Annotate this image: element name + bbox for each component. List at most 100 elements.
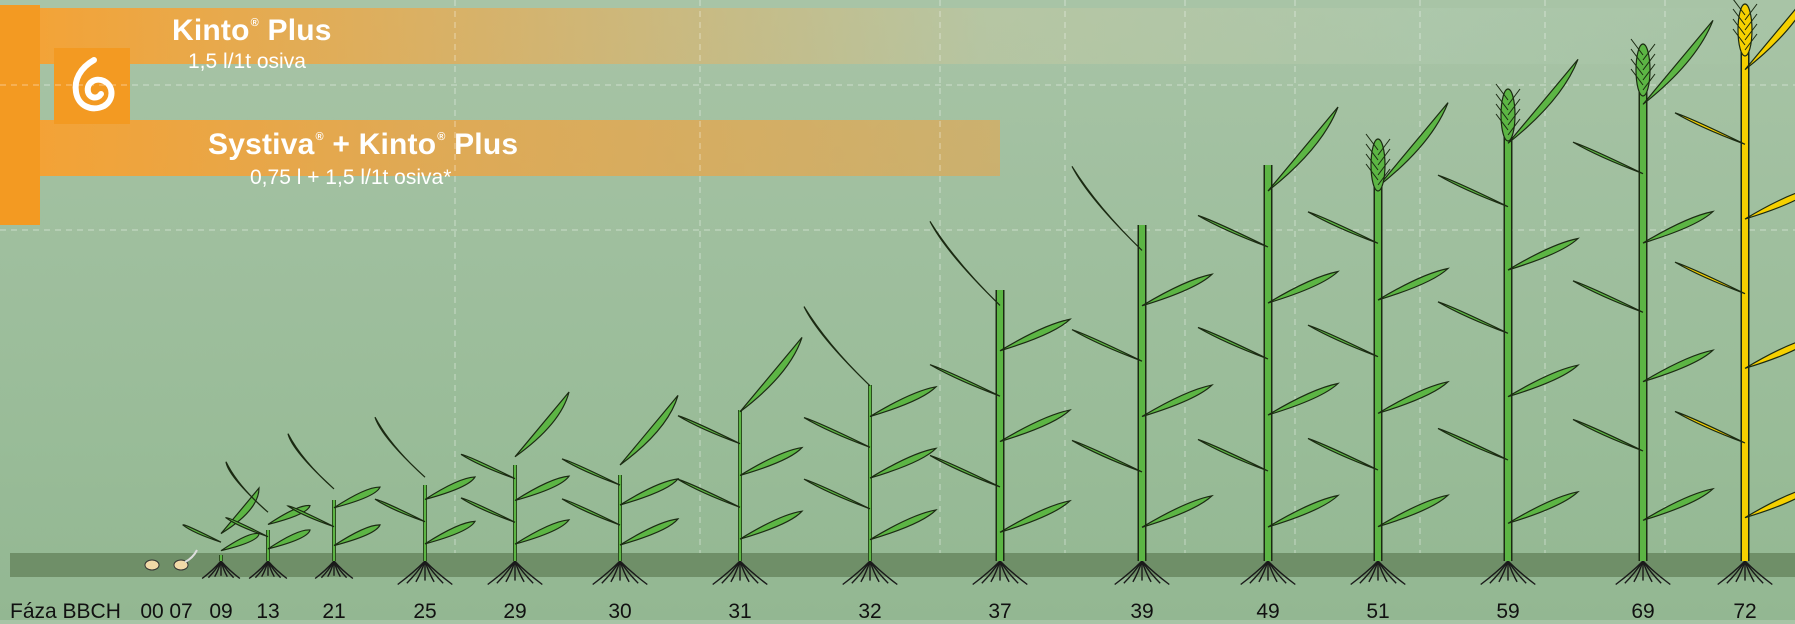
leaf-51-0 [1377, 494, 1450, 528]
leaf-30-4 [619, 395, 679, 466]
awn-69-6 [1630, 68, 1644, 86]
brand-logo [54, 48, 130, 124]
leaf-72-6 [1744, 8, 1795, 71]
stage-label-00: 00 [140, 600, 164, 623]
awn-51-7 [1377, 168, 1391, 186]
awn-59-3 [1507, 98, 1521, 116]
leaf-37-1 [929, 454, 1001, 488]
leaf-09-2 [220, 486, 260, 535]
awn-72-7 [1744, 33, 1758, 51]
product-1-title: Kinto® Plus [172, 14, 332, 47]
swirl-logo-icon [72, 57, 115, 112]
leaf-39-2 [1141, 384, 1214, 418]
stage-label-39: 39 [1130, 600, 1154, 623]
stage-label-72: 72 [1733, 600, 1757, 623]
leaf-37-4 [999, 318, 1072, 352]
stage-label-30: 30 [608, 600, 632, 623]
leaf-32-3 [803, 417, 871, 448]
leaf-25-1 [374, 498, 426, 523]
awn-59-2 [1495, 93, 1509, 111]
leaf-51-4 [1377, 267, 1450, 301]
leaf-49-3 [1197, 326, 1269, 360]
leaf-72-3 [1674, 261, 1746, 295]
awn-59-5 [1507, 108, 1521, 126]
awn-72-6 [1732, 28, 1746, 46]
stage-label-59: 59 [1496, 600, 1520, 623]
awn-69-7 [1642, 73, 1656, 91]
leaf-25-2 [424, 476, 477, 501]
leaf-72-4 [1744, 192, 1795, 220]
leaf-21-2 [333, 486, 381, 509]
leaf-39-4 [1141, 273, 1214, 307]
product-2-title: Systiva® + Kinto® Plus [208, 128, 519, 161]
stage-label-32: 32 [858, 600, 882, 623]
awn-69-0 [1630, 38, 1644, 56]
leaf-25-3 [374, 416, 426, 478]
leaf-29-2 [514, 475, 571, 502]
leaf-59-5 [1437, 174, 1509, 208]
leaf-39-0 [1141, 494, 1214, 528]
awn-59-4 [1495, 103, 1509, 121]
root-9-6 [869, 560, 898, 586]
root-11-6 [1141, 560, 1170, 586]
leaf-51-1 [1307, 437, 1379, 471]
leaf-32-2 [869, 447, 938, 479]
leaf-72-0 [1744, 491, 1795, 519]
leaf-25-0 [424, 520, 477, 545]
leaf-32-4 [869, 385, 938, 418]
awn-51-6 [1365, 163, 1379, 181]
leaf-21-1 [286, 505, 335, 528]
leaf-72-2 [1744, 342, 1795, 369]
leaf-37-3 [929, 364, 1001, 397]
leaf-51-6 [1377, 102, 1449, 188]
root-7-6 [619, 560, 648, 586]
leaf-59-6 [1507, 58, 1579, 144]
product-2-dose: 0,75 l + 1,5 l/1t osiva* [250, 166, 452, 189]
leaf-69-0 [1642, 487, 1715, 521]
stage-label-25: 25 [413, 600, 437, 623]
leaf-39-1 [1071, 439, 1143, 473]
stage-label-07: 07 [169, 600, 193, 623]
leaf-51-3 [1307, 324, 1379, 358]
awn-72-3 [1744, 13, 1758, 31]
stage-label-49: 49 [1256, 600, 1280, 623]
leaf-69-3 [1572, 280, 1644, 313]
stage-label-69: 69 [1631, 600, 1655, 623]
awn-72-5 [1744, 23, 1758, 41]
awn-72-0 [1733, 0, 1746, 16]
leaf-09-1 [182, 524, 222, 543]
product-1-dose: 1,5 l/1t osiva [188, 50, 306, 73]
leaf-49-5 [1197, 214, 1269, 248]
awn-59-0 [1495, 83, 1509, 101]
seed-00 [144, 559, 160, 571]
leaf-29-4 [514, 391, 570, 458]
leaf-37-5 [929, 221, 1001, 306]
awn-69-3 [1642, 53, 1656, 71]
leaf-30-1 [561, 498, 621, 526]
leaf-49-2 [1267, 382, 1340, 416]
leaf-72-5 [1674, 112, 1746, 145]
leaf-31-1 [677, 478, 741, 508]
awn-69-5 [1642, 63, 1656, 81]
awn-51-2 [1365, 143, 1379, 161]
leaf-30-2 [619, 478, 680, 506]
leaf-69-6 [1642, 19, 1714, 105]
root-15-6 [1642, 560, 1671, 586]
seed-07 [173, 559, 189, 571]
leaf-39-3 [1071, 329, 1143, 362]
leaf-72-1 [1674, 410, 1746, 444]
awn-69-2 [1630, 48, 1644, 66]
awn-51-4 [1365, 153, 1379, 171]
root-6-6 [514, 560, 543, 586]
sprout-07 [184, 549, 198, 563]
leaf-51-5 [1307, 211, 1379, 244]
root-2-6 [220, 560, 241, 580]
awn-69-1 [1642, 43, 1656, 61]
root-10-6 [999, 560, 1028, 586]
leaf-21-3 [287, 433, 335, 490]
leaf-32-1 [803, 478, 871, 510]
leaf-59-0 [1507, 490, 1580, 524]
awn-59-7 [1507, 118, 1521, 136]
accent-strip [0, 5, 40, 225]
stage-label-29: 29 [503, 600, 527, 623]
